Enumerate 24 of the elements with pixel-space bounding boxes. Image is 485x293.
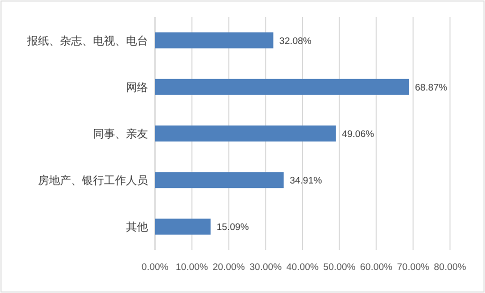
x-tick-label: 60.00% [360,262,393,273]
bar [155,78,409,95]
x-tick-label: 80.00% [434,262,467,273]
data-label: 15.09% [216,222,250,234]
bar [155,218,211,235]
x-tick-label: 70.00% [397,262,430,273]
bar [155,126,336,142]
x-tick-label: 0.00% [142,262,170,273]
y-tick-label: 其他 [126,220,148,234]
data-label: 49.06% [342,129,375,140]
x-tick-label: 20.00% [212,262,246,273]
y-tick-label: 网络 [126,82,148,94]
x-tick-label: 10.00% [176,262,209,273]
bar [155,172,284,188]
x-tick-label: 50.00% [323,262,356,273]
y-tick-label: 房地产、银行工作人员 [38,174,148,188]
x-tick-label: 40.00% [286,262,320,273]
data-label: 68.87% [414,82,448,94]
x-tick-label: 30.00% [250,262,282,273]
bar [155,32,274,48]
y-tick-label: 同事、亲友 [93,128,148,140]
data-label: 32.08% [279,36,312,47]
data-label: 34.91% [290,176,323,187]
y-tick-label: 报纸、杂志、电视、电台 [26,34,148,48]
